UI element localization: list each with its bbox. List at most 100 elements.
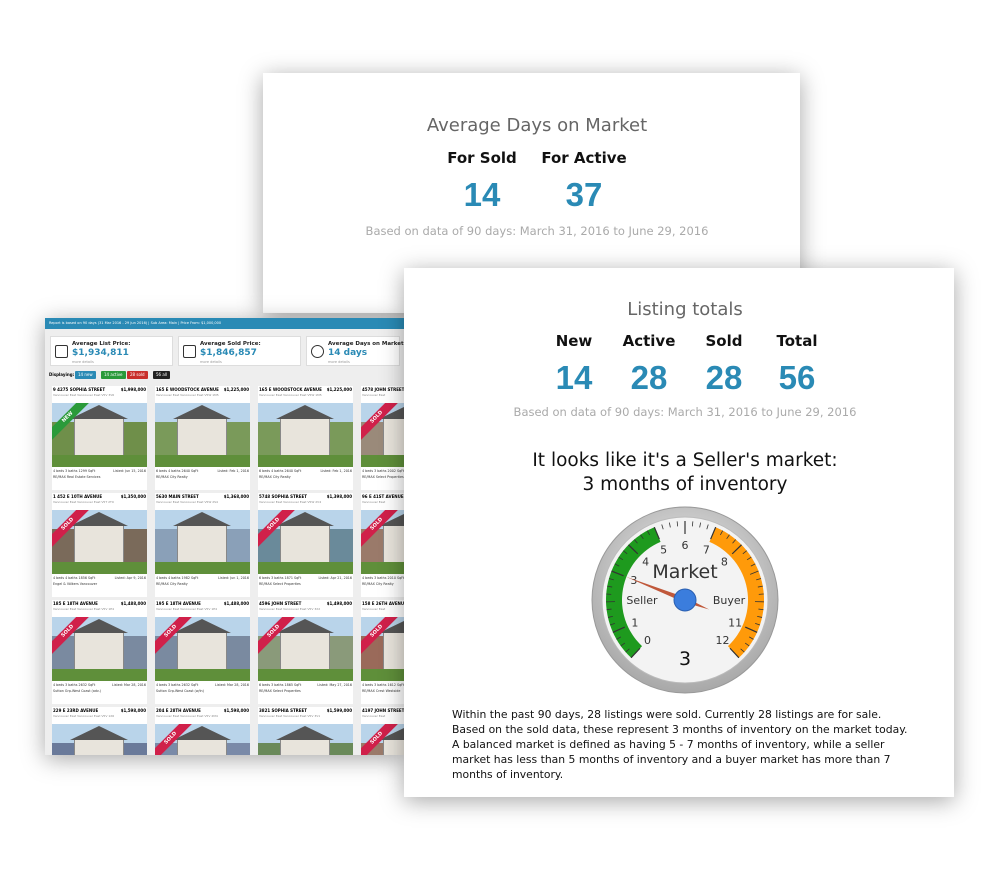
house	[280, 524, 330, 564]
displaying-label: Displaying:	[49, 372, 75, 377]
listing-area: Vancouver East Vancouver East V5W 1M5	[156, 393, 219, 397]
gauge-tick	[729, 647, 740, 659]
house	[383, 524, 405, 564]
filter-button[interactable]: 56 all	[153, 371, 171, 379]
listing: 165 E WOODSTOCK AVENUE $1,225,000 Vancouve…	[258, 386, 353, 490]
gauge-tick-label: 0	[644, 634, 651, 647]
minor-tick	[756, 578, 762, 581]
listing-photo: SOLD	[258, 510, 353, 574]
roof	[276, 512, 334, 526]
listing: 229 E 23RD AVENUE $1,598,000 Vancouver Eas…	[52, 707, 147, 755]
roof	[173, 512, 231, 526]
listing-date: Listed: Jun 1, 2016	[218, 576, 249, 580]
roof	[70, 619, 128, 633]
gauge-tick-label: 8	[721, 556, 728, 569]
column-value: 28	[630, 359, 668, 396]
minor-tick	[614, 563, 620, 567]
headline: It looks like it's a Seller's market:	[532, 450, 838, 471]
lawn	[155, 455, 250, 467]
listing-photo: SOLD	[361, 403, 405, 467]
minor-tick	[706, 524, 709, 530]
lawn	[258, 455, 353, 467]
stat-value: $1,934,811	[72, 348, 129, 358]
listing-address: 204 E 28TH AVENUE	[156, 708, 201, 713]
gauge-tick	[653, 526, 660, 540]
listing-details: 4 beds 3 baths 2632 SqFt	[156, 683, 199, 687]
lawn	[52, 669, 147, 681]
gauge-tick-label: 3	[630, 574, 637, 587]
listing-details: 6 beds 4 baths 2640 SqFt	[259, 469, 302, 473]
filter-button[interactable]: 14 new	[75, 371, 96, 379]
house	[280, 631, 330, 671]
house	[177, 417, 227, 457]
gauge-tick	[612, 626, 626, 633]
lawn	[258, 669, 353, 681]
listing-date: Listed: Mar 28, 2016	[112, 683, 146, 687]
listing-price: $1,488,000	[120, 601, 146, 606]
listing-agent: Engel & Völkers Vancouver	[53, 582, 98, 586]
listing-price: $1,599,000	[326, 708, 352, 713]
listing-address: 195 E 18TH AVENUE	[156, 601, 201, 606]
listing-agent: RE/MAX City Realty	[362, 582, 394, 586]
subheadline: 3 months of inventory	[582, 474, 788, 495]
stat-label: Average Sold Price:	[200, 341, 261, 347]
lawn	[361, 455, 405, 467]
house	[177, 524, 227, 564]
minor-tick	[618, 556, 624, 561]
listing: 4197 JOHN STREET Vancouver East SOLD	[361, 707, 405, 755]
minor-tick	[757, 585, 763, 588]
column-value: 28	[705, 359, 743, 396]
listing-photo: SOLD	[155, 724, 250, 755]
listing-address: 185 E 18TH AVENUE	[53, 601, 98, 606]
listing-price: $1,368,000	[223, 494, 249, 499]
stat-box: Average Days on Market: 14 days more detai…	[306, 336, 405, 366]
listing-agent: Sutton Grp-West Coast (w/in)	[156, 689, 204, 693]
listing-agent: RE/MAX Select Properties	[259, 582, 301, 586]
minor-tick	[746, 556, 752, 561]
minor-tick	[607, 615, 613, 618]
column-value: 14	[555, 359, 593, 396]
listing-details: 4 beds 3 baths 2632 SqFt	[53, 683, 96, 687]
listing-date: Listed: Apr 9, 2016	[114, 576, 146, 580]
listing-price: $1,225,000	[223, 387, 249, 392]
lawn	[258, 562, 353, 574]
minor-tick	[726, 534, 730, 540]
minor-tick	[646, 530, 650, 536]
listing-area: Vancouver East Vancouver East V5V 1E4	[156, 607, 218, 611]
minor-tick	[699, 522, 702, 528]
lawn	[361, 562, 405, 574]
listing: 185 E 18TH AVENUE $1,488,000 Vancouver Eas…	[52, 600, 147, 704]
listing-address: 165 E WOODSTOCK AVENUE	[156, 387, 219, 392]
listing-photo: SOLD	[258, 617, 353, 681]
minor-tick	[608, 578, 614, 581]
listing-date: Listed: Jun 15, 2016	[113, 469, 146, 473]
house	[74, 631, 124, 671]
listing-area: Vancouver East Vancouver East V5V 1E4	[53, 607, 115, 611]
filter-button[interactable]: 28 sold	[127, 371, 148, 379]
listing-area: Vancouver East Vancouver East V5W 2S4	[156, 500, 218, 504]
listing-agent: RE/MAX City Realty	[259, 475, 291, 479]
gauge-tick-label: 6	[682, 539, 689, 552]
gauge-value: 3	[679, 648, 691, 670]
minor-tick	[750, 563, 756, 567]
listing-area: Vancouver East Vancouver East V5V 3V1	[259, 714, 321, 718]
listing: 4578 JOHN STREET Vancouver East SOLD 4 beds…	[361, 386, 405, 490]
listing-details: 6 beds 4 baths 2640 SqFt	[156, 469, 199, 473]
roof	[70, 405, 128, 419]
filter-button[interactable]: 14 active	[101, 371, 126, 379]
listing-area: Vancouver East Vancouver East V5V 3X2	[259, 607, 321, 611]
minor-tick	[625, 648, 630, 653]
listing-address: 4578 JOHN STREET	[362, 387, 405, 392]
gauge-tick-label: 4	[642, 556, 649, 569]
listing: 96 E 41ST AVENUE Vancouver East SOLD 4 beds…	[361, 493, 405, 597]
roof	[276, 619, 334, 633]
house	[280, 417, 330, 457]
listing-area: Vancouver East Vancouver East V5V 1X6	[53, 714, 115, 718]
minor-tick	[749, 570, 759, 575]
column-value: 56	[778, 359, 816, 396]
listing-date: Listed: May 27, 2016	[317, 683, 352, 687]
listing-date: Listed: Mar 28, 2016	[215, 683, 249, 687]
listing: 1 452 E 10TH AVENUE $1,350,000 Vancouver E…	[52, 493, 147, 597]
title: Average Days on Market	[426, 115, 648, 136]
